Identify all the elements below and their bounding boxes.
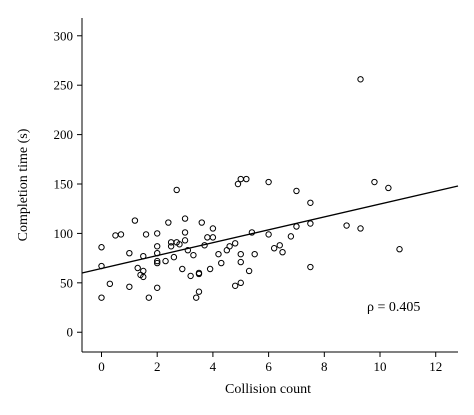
data-point — [184, 247, 192, 254]
y-axis-label: Completion time (s) — [16, 128, 31, 241]
data-point — [226, 243, 233, 250]
data-point — [231, 240, 239, 247]
data-point — [154, 284, 161, 291]
data-point — [187, 272, 194, 280]
data-point — [245, 267, 253, 275]
data-point — [162, 257, 169, 265]
data-point — [154, 230, 161, 237]
data-point — [237, 258, 244, 266]
data-point — [231, 282, 239, 289]
x-tick-label: 0 — [98, 359, 105, 374]
data-point — [140, 273, 147, 281]
data-point — [117, 231, 125, 238]
data-point — [248, 229, 256, 236]
data-point — [140, 252, 147, 260]
data-point — [204, 234, 211, 241]
data-point — [142, 231, 150, 238]
data-point — [165, 219, 172, 226]
data-point — [140, 267, 147, 275]
data-point — [234, 180, 242, 188]
y-tick-label: 150 — [54, 177, 74, 192]
data-point — [237, 279, 244, 287]
y-tick-label: 300 — [54, 28, 74, 43]
data-point — [279, 248, 286, 256]
data-point — [396, 246, 403, 253]
y-tick-label: 200 — [54, 127, 74, 142]
data-point — [131, 217, 139, 224]
data-point — [343, 222, 350, 229]
data-point — [195, 288, 203, 295]
data-point — [173, 186, 180, 194]
x-tick-label: 2 — [154, 359, 161, 374]
data-point — [357, 76, 364, 83]
data-point — [106, 280, 114, 288]
trend-line — [81, 185, 459, 274]
data-point — [357, 225, 364, 232]
data-point — [154, 257, 161, 265]
y-tick-label: 100 — [54, 226, 74, 241]
data-point — [307, 220, 314, 227]
data-point — [293, 187, 300, 195]
data-point — [385, 184, 392, 192]
x-tick-label: 4 — [210, 359, 217, 374]
x-tick-label: 12 — [429, 359, 442, 374]
data-point — [201, 242, 208, 249]
data-point — [154, 259, 161, 267]
data-point — [181, 215, 189, 222]
x-ticks: 0 2 4 6 8 10 12 — [98, 352, 442, 374]
data-point — [154, 249, 161, 257]
data-point — [176, 241, 183, 248]
data-point — [293, 223, 300, 230]
data-point — [307, 199, 314, 206]
y-ticks: 0 50 100 150 200 250 300 — [54, 28, 82, 340]
data-point — [181, 237, 189, 244]
data-point — [190, 251, 197, 259]
data-point — [237, 250, 244, 258]
data-point — [265, 231, 272, 238]
data-point — [181, 229, 189, 236]
data-point — [237, 175, 244, 183]
data-point — [206, 265, 214, 273]
data-point — [270, 245, 278, 252]
data-point — [198, 219, 205, 226]
data-point — [126, 249, 133, 257]
data-point — [154, 243, 161, 250]
data-point — [251, 250, 258, 258]
x-tick-label: 10 — [374, 359, 387, 374]
correlation-annotation: ρ = 0.405 — [367, 300, 420, 315]
data-point — [145, 294, 153, 301]
data-point — [98, 262, 105, 270]
data-point — [167, 243, 175, 250]
data-point — [98, 244, 105, 251]
data-points — [98, 76, 403, 301]
plot-area: 0 50 100 150 200 250 300 0 2 4 6 8 10 12 — [54, 18, 459, 374]
data-point — [209, 234, 217, 241]
y-tick-label: 250 — [54, 78, 74, 93]
data-point — [179, 265, 186, 273]
x-tick-label: 8 — [321, 359, 328, 374]
data-point — [276, 242, 283, 249]
data-point — [98, 294, 105, 301]
data-point — [170, 253, 178, 261]
data-point — [218, 259, 225, 267]
data-point — [126, 283, 133, 290]
data-point — [134, 264, 141, 272]
data-point — [215, 250, 222, 258]
data-point — [371, 178, 378, 186]
data-point — [307, 263, 314, 271]
data-point — [287, 233, 295, 240]
data-point — [195, 270, 203, 278]
y-tick-label: 50 — [60, 275, 73, 290]
data-point — [265, 178, 272, 186]
y-tick-label: 0 — [67, 325, 74, 340]
data-point — [243, 175, 250, 183]
data-point — [112, 232, 119, 239]
x-axis-label: Collision count — [225, 382, 311, 397]
data-point — [192, 294, 200, 301]
x-tick-label: 6 — [265, 359, 272, 374]
data-point — [209, 225, 217, 232]
